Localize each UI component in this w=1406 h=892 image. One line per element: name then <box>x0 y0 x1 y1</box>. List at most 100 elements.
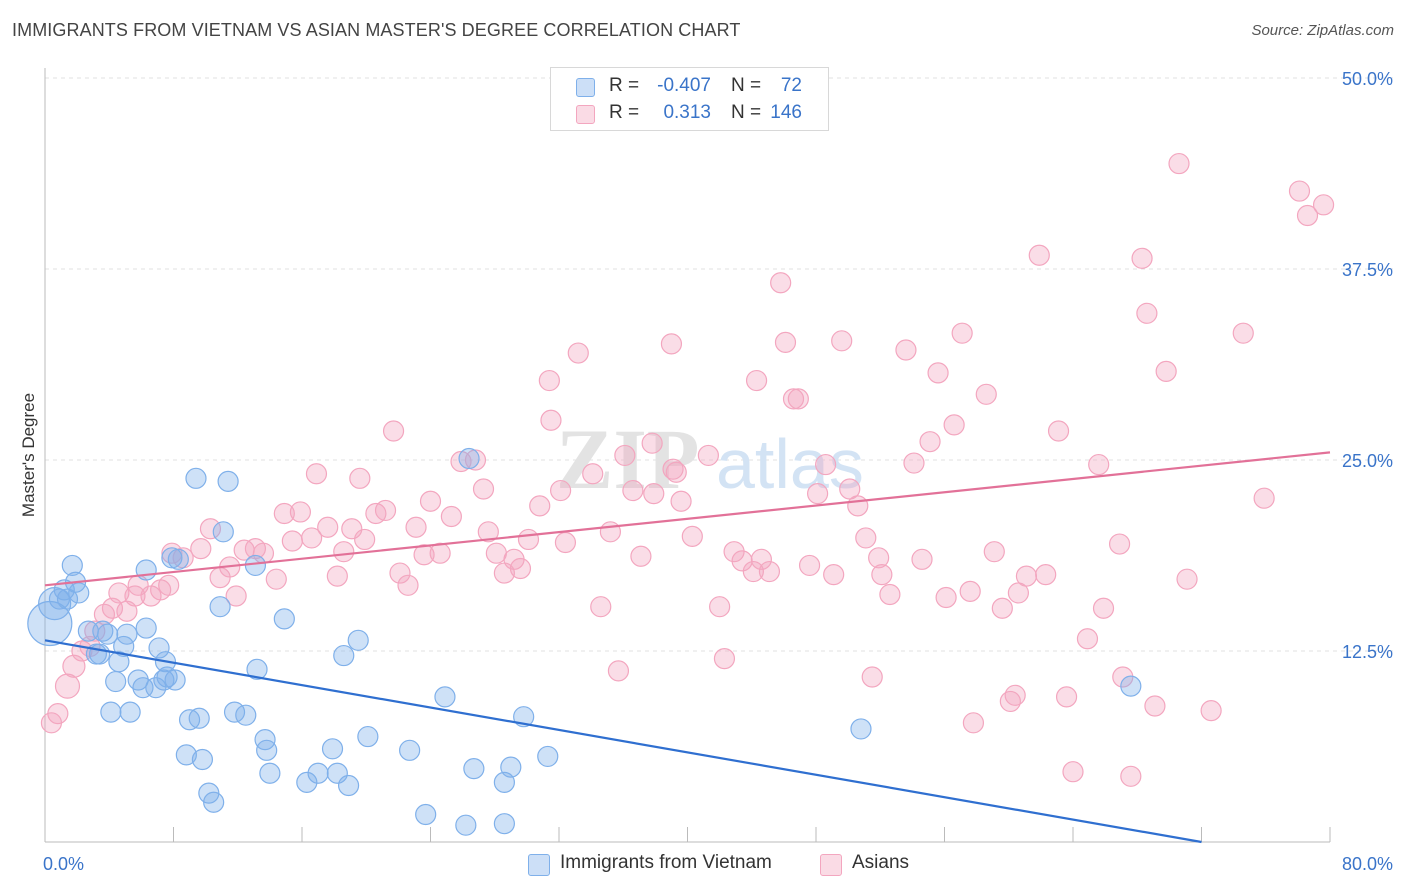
data-point <box>1176 568 1198 590</box>
data-point <box>831 330 853 352</box>
data-point <box>850 718 872 740</box>
data-point <box>879 583 901 606</box>
data-point <box>156 666 178 688</box>
data-point <box>567 342 589 364</box>
data-point <box>798 554 821 577</box>
data-point <box>225 585 247 607</box>
data-point <box>463 758 485 780</box>
watermark: ZIP atlas <box>556 411 864 507</box>
n-value: 146 <box>770 102 802 123</box>
data-point <box>868 547 890 569</box>
data-point <box>723 541 745 563</box>
data-point <box>697 444 719 467</box>
data-point <box>643 483 665 505</box>
data-point <box>397 574 419 596</box>
data-point <box>962 712 985 734</box>
r-value: 0.313 <box>663 102 711 123</box>
data-point <box>326 565 348 587</box>
data-point <box>1131 247 1153 269</box>
data-point <box>670 490 692 512</box>
data-point <box>742 560 764 583</box>
data-point <box>132 677 154 699</box>
data-point <box>113 635 135 658</box>
data-point <box>164 669 186 691</box>
data-point <box>537 745 559 768</box>
data-point <box>871 563 893 586</box>
data-point <box>321 738 344 760</box>
data-point <box>911 548 933 570</box>
data-point <box>927 362 949 384</box>
data-point <box>254 729 276 751</box>
data-point <box>209 596 231 618</box>
data-point <box>301 527 323 549</box>
data-point <box>374 499 397 522</box>
data-point <box>660 333 683 355</box>
data-point <box>389 562 411 584</box>
data-point <box>333 541 355 563</box>
data-point <box>582 463 604 485</box>
data-point <box>1200 699 1222 722</box>
data-point <box>256 739 278 761</box>
data-point <box>485 542 507 564</box>
data-point <box>861 666 883 688</box>
data-point <box>188 707 210 729</box>
data-point <box>158 574 180 596</box>
data-point <box>105 670 127 693</box>
data-point <box>455 814 477 836</box>
data-point <box>529 495 551 517</box>
data-point <box>235 704 257 726</box>
data-point <box>333 644 355 667</box>
data-point <box>259 762 281 784</box>
n-label: N = <box>731 102 762 123</box>
data-point <box>307 762 329 784</box>
data-point <box>100 701 122 723</box>
trend-line-asians <box>44 451 1331 587</box>
data-point <box>1004 684 1026 706</box>
data-point <box>1055 686 1078 708</box>
data-point <box>273 608 295 630</box>
data-point <box>750 548 772 570</box>
data-point <box>951 322 973 344</box>
data-point <box>199 518 222 540</box>
data-point <box>1112 666 1134 688</box>
data-point <box>1120 765 1142 787</box>
data-point <box>296 771 318 794</box>
data-point <box>89 643 111 665</box>
trend-line-vietnam <box>44 639 1202 844</box>
series-vietnam <box>27 447 1142 836</box>
data-point <box>731 550 753 572</box>
data-point <box>807 483 829 505</box>
x-tick-label-min: 0.0% <box>43 854 84 874</box>
data-point <box>440 505 462 528</box>
data-points <box>27 152 1335 836</box>
data-point <box>1288 180 1311 202</box>
data-point <box>641 432 663 454</box>
data-point <box>895 339 917 361</box>
x-tick-label-max: 80.0% <box>1342 854 1393 874</box>
data-point <box>1253 487 1275 509</box>
data-point <box>419 490 442 512</box>
data-point <box>273 502 295 525</box>
data-point <box>919 431 941 453</box>
data-point <box>153 669 175 691</box>
data-point <box>191 748 214 771</box>
data-point <box>415 803 437 826</box>
data-point <box>354 528 376 551</box>
data-point <box>413 544 435 566</box>
data-point <box>203 791 225 813</box>
data-point <box>1120 675 1142 697</box>
data-point <box>1015 565 1038 587</box>
data-point <box>517 528 540 551</box>
series-legend: Immigrants from Vietnam Asians <box>0 852 1406 878</box>
data-point <box>509 557 532 580</box>
data-point <box>983 541 1005 563</box>
y-tick-label: 12.5% <box>1342 642 1393 662</box>
data-point <box>68 582 90 604</box>
data-point <box>599 521 622 543</box>
data-point <box>709 596 731 618</box>
data-point <box>244 554 267 577</box>
data-point <box>662 458 684 480</box>
data-point <box>774 331 797 353</box>
data-point <box>458 447 480 470</box>
